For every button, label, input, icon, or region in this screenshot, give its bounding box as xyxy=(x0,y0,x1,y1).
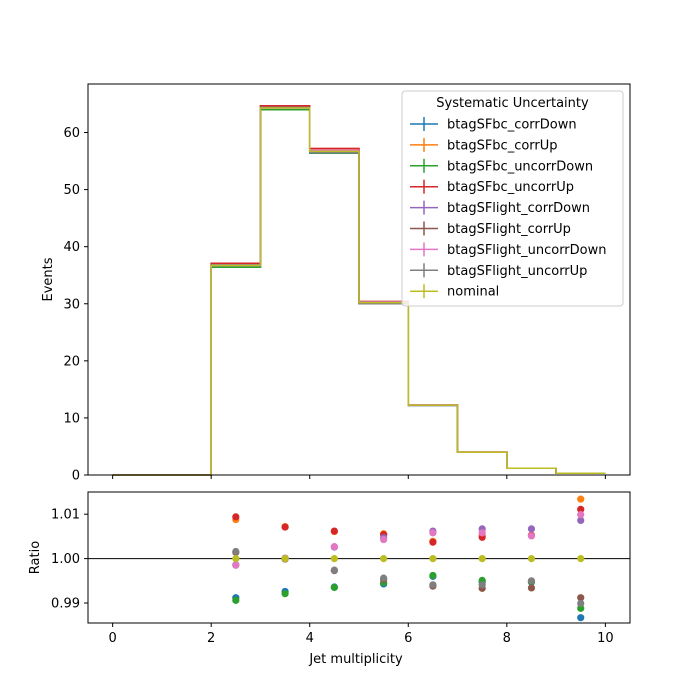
ratio-point-nominal xyxy=(232,555,240,563)
ratio-panel: 0 2 4 6 8 10 0.99 1.00 1.01 Jet multiplicity Ra… xyxy=(28,491,631,667)
main-y-tick-label: 0 xyxy=(72,469,80,484)
legend-label: btagSFbc_uncorrDown xyxy=(447,159,593,174)
legend-label: nominal xyxy=(447,285,499,300)
legend-item-btagSFbc_corrUp: btagSFbc_corrUp xyxy=(410,137,558,153)
ratio-point-btagSFbc_uncorrUp xyxy=(429,538,437,546)
legend-label: btagSFbc_corrDown xyxy=(447,118,577,133)
main-y-tick-label: 20 xyxy=(63,354,80,369)
legend-label: btagSFbc_corrUp xyxy=(447,138,558,153)
ratio-point-btagSFbc_uncorrDown xyxy=(232,596,240,604)
ratio-point-btagSFbc_corrDown xyxy=(577,614,585,622)
ratio-y-tick-label: 1.01 xyxy=(51,508,80,523)
ratio-point-nominal xyxy=(527,555,536,563)
ratio-point-btagSFbc_uncorrUp xyxy=(330,527,338,535)
legend: Systematic Uncertainty btagSFbc_corrDown… xyxy=(401,90,624,307)
ratio-point-btagSFlight_uncorrDown xyxy=(380,535,388,544)
ratio-point-btagSFlight_uncorrDown xyxy=(478,529,486,537)
main-y-tick-label: 50 xyxy=(63,183,80,198)
ratio-point-btagSFlight_uncorrUp xyxy=(577,599,585,608)
ratio-point-btagSFbc_uncorrDown xyxy=(429,571,437,580)
ratio-point-btagSFlight_uncorrDown xyxy=(577,511,585,519)
x-axis-label: Jet multiplicity xyxy=(308,652,403,667)
histogram-series-group xyxy=(112,104,606,476)
ratio-point-btagSFlight_uncorrUp xyxy=(478,581,486,589)
ratio-point-nominal xyxy=(429,555,437,563)
main-y-tick-label: 40 xyxy=(63,240,80,255)
ratio-x-ticks: 0 2 4 6 8 10 xyxy=(108,623,614,646)
ratio-points-group xyxy=(232,495,585,622)
legend-label: btagSFlight_uncorrUp xyxy=(447,264,587,279)
ratio-point-nominal xyxy=(577,555,585,563)
main-y-tick-label: 60 xyxy=(63,126,80,141)
main-y-tick-label: 30 xyxy=(63,297,80,312)
ratio-point-nominal xyxy=(330,555,338,563)
x-tick-label: 2 xyxy=(207,631,215,646)
x-tick-label: 10 xyxy=(597,631,614,646)
ratio-point-btagSFlight_uncorrDown xyxy=(527,532,536,540)
legend-item-btagSFlight_uncorrDown: btagSFlight_uncorrDown xyxy=(410,242,607,258)
ratio-point-btagSFlight_uncorrUp xyxy=(232,547,240,556)
ratio-y-tick-label: 0.99 xyxy=(51,597,80,612)
ratio-point-nominal xyxy=(380,555,388,563)
legend-title: Systematic Uncertainty xyxy=(436,96,589,111)
ratio-point-btagSFbc_uncorrDown xyxy=(281,590,289,598)
ratio-point-btagSFbc_uncorrUp xyxy=(232,513,240,521)
legend-items: btagSFbc_corrDown btagSFbc_corrUp btagSFbc… xyxy=(410,117,607,300)
main-y-tick-label: 10 xyxy=(63,411,80,426)
legend-item-btagSFlight_uncorrUp: btagSFlight_uncorrUp xyxy=(410,263,587,279)
legend-box xyxy=(401,90,624,307)
ratio-point-btagSFbc_uncorrDown xyxy=(330,583,338,592)
histogram-series-nominal xyxy=(112,107,606,476)
legend-label: btagSFlight_corrDown xyxy=(447,201,590,216)
ratio-point-btagSFlight_uncorrUp xyxy=(330,566,338,574)
ratio-y-axis-label: Ratio xyxy=(28,541,43,574)
legend-item-btagSFbc_uncorrUp: btagSFbc_uncorrUp xyxy=(410,179,574,195)
main-y-ticks: 0 10 20 30 40 50 60 xyxy=(63,126,88,484)
legend-item-btagSFbc_uncorrDown: btagSFbc_uncorrDown xyxy=(410,158,593,174)
x-tick-label: 0 xyxy=(108,631,116,646)
legend-item-btagSFbc_corrDown: btagSFbc_corrDown xyxy=(410,117,577,133)
legend-item-btagSFlight_corrUp: btagSFlight_corrUp xyxy=(410,221,571,237)
legend-label: btagSFbc_uncorrUp xyxy=(447,180,574,195)
x-tick-label: 4 xyxy=(306,631,314,646)
ratio-axes-frame xyxy=(87,491,631,624)
ratio-point-btagSFlight_uncorrDown xyxy=(330,543,338,551)
ratio-point-btagSFlight_corrDown xyxy=(527,525,536,533)
main-axes-frame xyxy=(87,83,631,476)
ratio-point-btagSFbc_uncorrUp xyxy=(577,505,585,513)
main-histogram-panel: 0 10 20 30 40 50 60 Events Systematic Uncertai… xyxy=(41,83,631,484)
legend-label: btagSFlight_uncorrDown xyxy=(447,243,607,258)
ratio-point-btagSFlight_corrUp xyxy=(577,594,585,602)
x-tick-label: 6 xyxy=(404,631,412,646)
ratio-y-ticks: 0.99 1.00 1.01 xyxy=(51,508,88,612)
ratio-point-btagSFlight_corrDown xyxy=(577,516,585,525)
legend-item-btagSFlight_corrDown: btagSFlight_corrDown xyxy=(410,200,590,216)
legend-label: btagSFlight_corrUp xyxy=(447,222,571,237)
ratio-y-tick-label: 1.00 xyxy=(51,552,80,567)
ratio-point-btagSFlight_uncorrUp xyxy=(380,574,388,582)
ratio-point-btagSFlight_corrUp xyxy=(527,584,536,592)
x-tick-label: 8 xyxy=(503,631,511,646)
main-y-axis-label: Events xyxy=(41,257,56,301)
ratio-point-btagSFlight_uncorrUp xyxy=(527,577,536,585)
ratio-point-btagSFlight_uncorrDown xyxy=(429,529,437,537)
ratio-point-btagSFlight_uncorrUp xyxy=(429,581,437,589)
ratio-point-btagSFlight_uncorrDown xyxy=(232,561,240,569)
ratio-point-nominal xyxy=(478,555,486,563)
legend-item-nominal: nominal xyxy=(410,284,499,300)
ratio-point-btagSFbc_corrUp xyxy=(577,495,585,503)
ratio-point-btagSFbc_uncorrUp xyxy=(281,523,289,531)
ratio-point-nominal xyxy=(281,555,289,563)
main-x-ticks xyxy=(112,475,606,479)
